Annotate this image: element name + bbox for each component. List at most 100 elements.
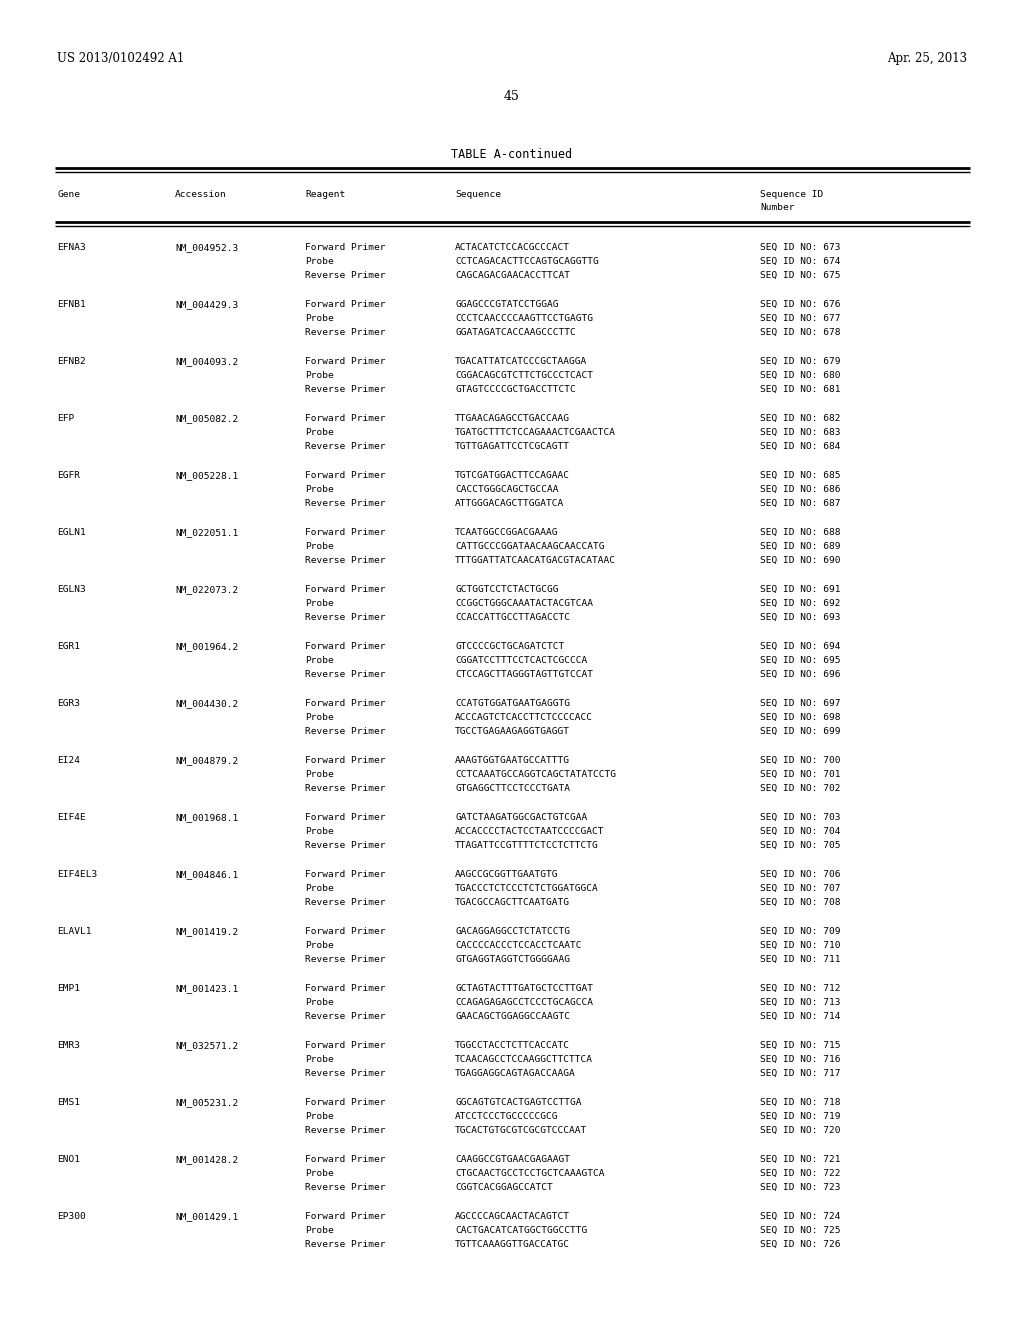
Text: EP300: EP300	[57, 1212, 86, 1221]
Text: SEQ ID NO: 693: SEQ ID NO: 693	[760, 612, 841, 622]
Text: Forward Primer: Forward Primer	[305, 471, 385, 480]
Text: AAGCCGCGGTTGAATGTG: AAGCCGCGGTTGAATGTG	[455, 870, 558, 879]
Text: Probe: Probe	[305, 484, 334, 494]
Text: Forward Primer: Forward Primer	[305, 756, 385, 766]
Text: Probe: Probe	[305, 998, 334, 1007]
Text: SEQ ID NO: 683: SEQ ID NO: 683	[760, 428, 841, 437]
Text: TCAACAGCCTCCAAGGCTTCTTCA: TCAACAGCCTCCAAGGCTTCTTCA	[455, 1055, 593, 1064]
Text: NM_001964.2: NM_001964.2	[175, 642, 239, 651]
Text: CATTGCCCGGATAACAAGCAACCATG: CATTGCCCGGATAACAAGCAACCATG	[455, 543, 604, 550]
Text: Forward Primer: Forward Primer	[305, 585, 385, 594]
Text: SEQ ID NO: 707: SEQ ID NO: 707	[760, 884, 841, 894]
Text: Probe: Probe	[305, 543, 334, 550]
Text: Reverse Primer: Reverse Primer	[305, 1126, 385, 1135]
Text: SEQ ID NO: 680: SEQ ID NO: 680	[760, 371, 841, 380]
Text: NM_004846.1: NM_004846.1	[175, 870, 239, 879]
Text: TTAGATTCCGTTTTCTCCTCTTCTG: TTAGATTCCGTTTTCTCCTCTTCTG	[455, 841, 599, 850]
Text: Reverse Primer: Reverse Primer	[305, 556, 385, 565]
Text: CACCCCACCCTCCACCTCAATC: CACCCCACCCTCCACCTCAATC	[455, 941, 582, 950]
Text: Reverse Primer: Reverse Primer	[305, 1069, 385, 1078]
Text: US 2013/0102492 A1: US 2013/0102492 A1	[57, 51, 184, 65]
Text: Forward Primer: Forward Primer	[305, 642, 385, 651]
Text: SEQ ID NO: 675: SEQ ID NO: 675	[760, 271, 841, 280]
Text: TGCACTGTGCGTCGCGTCCCAAT: TGCACTGTGCGTCGCGTCCCAAT	[455, 1126, 587, 1135]
Text: ELAVL1: ELAVL1	[57, 927, 91, 936]
Text: CCAGAGAGAGCCTCCCTGCAGCCA: CCAGAGAGAGCCTCCCTGCAGCCA	[455, 998, 593, 1007]
Text: CACCTGGGCAGCTGCCAA: CACCTGGGCAGCTGCCAA	[455, 484, 558, 494]
Text: Apr. 25, 2013: Apr. 25, 2013	[887, 51, 967, 65]
Text: GTGAGGCTTCCTCCCTGATA: GTGAGGCTTCCTCCCTGATA	[455, 784, 570, 793]
Text: EFNB1: EFNB1	[57, 300, 86, 309]
Text: ACCACCCCTACTCCTAATCCCCGACT: ACCACCCCTACTCCTAATCCCCGACT	[455, 828, 604, 836]
Text: SEQ ID NO: 698: SEQ ID NO: 698	[760, 713, 841, 722]
Text: EGLN1: EGLN1	[57, 528, 86, 537]
Text: Reverse Primer: Reverse Primer	[305, 671, 385, 678]
Text: SEQ ID NO: 725: SEQ ID NO: 725	[760, 1226, 841, 1236]
Text: SEQ ID NO: 703: SEQ ID NO: 703	[760, 813, 841, 822]
Text: Reverse Primer: Reverse Primer	[305, 1012, 385, 1020]
Text: SEQ ID NO: 722: SEQ ID NO: 722	[760, 1170, 841, 1177]
Text: NM_004430.2: NM_004430.2	[175, 700, 239, 708]
Text: Forward Primer: Forward Primer	[305, 700, 385, 708]
Text: SEQ ID NO: 718: SEQ ID NO: 718	[760, 1098, 841, 1107]
Text: Forward Primer: Forward Primer	[305, 983, 385, 993]
Text: Number: Number	[760, 203, 795, 213]
Text: Probe: Probe	[305, 941, 334, 950]
Text: Probe: Probe	[305, 1055, 334, 1064]
Text: Reverse Primer: Reverse Primer	[305, 1239, 385, 1249]
Text: Probe: Probe	[305, 1111, 334, 1121]
Text: SEQ ID NO: 723: SEQ ID NO: 723	[760, 1183, 841, 1192]
Text: NM_001419.2: NM_001419.2	[175, 927, 239, 936]
Text: SEQ ID NO: 706: SEQ ID NO: 706	[760, 870, 841, 879]
Text: Reverse Primer: Reverse Primer	[305, 841, 385, 850]
Text: GGAGCCCGTATCCTGGAG: GGAGCCCGTATCCTGGAG	[455, 300, 558, 309]
Text: SEQ ID NO: 701: SEQ ID NO: 701	[760, 770, 841, 779]
Text: Gene: Gene	[57, 190, 80, 199]
Text: SEQ ID NO: 726: SEQ ID NO: 726	[760, 1239, 841, 1249]
Text: Reverse Primer: Reverse Primer	[305, 784, 385, 793]
Text: SEQ ID NO: 690: SEQ ID NO: 690	[760, 556, 841, 565]
Text: SEQ ID NO: 673: SEQ ID NO: 673	[760, 243, 841, 252]
Text: SEQ ID NO: 689: SEQ ID NO: 689	[760, 543, 841, 550]
Text: TTGAACAGAGCCTGACCAAG: TTGAACAGAGCCTGACCAAG	[455, 414, 570, 422]
Text: TGACATTATCATCCCGCTAAGGA: TGACATTATCATCCCGCTAAGGA	[455, 356, 587, 366]
Text: SEQ ID NO: 712: SEQ ID NO: 712	[760, 983, 841, 993]
Text: CAGCAGACGAACACCTTCAT: CAGCAGACGAACACCTTCAT	[455, 271, 570, 280]
Text: Reverse Primer: Reverse Primer	[305, 954, 385, 964]
Text: SEQ ID NO: 714: SEQ ID NO: 714	[760, 1012, 841, 1020]
Text: SEQ ID NO: 687: SEQ ID NO: 687	[760, 499, 841, 508]
Text: TGTTCAAAGGTTGACCATGC: TGTTCAAAGGTTGACCATGC	[455, 1239, 570, 1249]
Text: SEQ ID NO: 679: SEQ ID NO: 679	[760, 356, 841, 366]
Text: Forward Primer: Forward Primer	[305, 1041, 385, 1049]
Text: Probe: Probe	[305, 371, 334, 380]
Text: Probe: Probe	[305, 1170, 334, 1177]
Text: CCCTCAACCCCAAGTTCCTGAGTG: CCCTCAACCCCAAGTTCCTGAGTG	[455, 314, 593, 323]
Text: Forward Primer: Forward Primer	[305, 813, 385, 822]
Text: SEQ ID NO: 700: SEQ ID NO: 700	[760, 756, 841, 766]
Text: NM_001429.1: NM_001429.1	[175, 1212, 239, 1221]
Text: Reagent: Reagent	[305, 190, 345, 199]
Text: TGACCCTCTCCCTCTCTGGATGGCA: TGACCCTCTCCCTCTCTGGATGGCA	[455, 884, 599, 894]
Text: Reverse Primer: Reverse Primer	[305, 898, 385, 907]
Text: SEQ ID NO: 724: SEQ ID NO: 724	[760, 1212, 841, 1221]
Text: Probe: Probe	[305, 257, 334, 267]
Text: SEQ ID NO: 704: SEQ ID NO: 704	[760, 828, 841, 836]
Text: SEQ ID NO: 711: SEQ ID NO: 711	[760, 954, 841, 964]
Text: SEQ ID NO: 694: SEQ ID NO: 694	[760, 642, 841, 651]
Text: NM_004879.2: NM_004879.2	[175, 756, 239, 766]
Text: CAAGGCCGTGAACGAGAAGT: CAAGGCCGTGAACGAGAAGT	[455, 1155, 570, 1164]
Text: Forward Primer: Forward Primer	[305, 528, 385, 537]
Text: SEQ ID NO: 697: SEQ ID NO: 697	[760, 700, 841, 708]
Text: SEQ ID NO: 710: SEQ ID NO: 710	[760, 941, 841, 950]
Text: GCTAGTACTTTGATGCTCCTTGAT: GCTAGTACTTTGATGCTCCTTGAT	[455, 983, 593, 993]
Text: Probe: Probe	[305, 770, 334, 779]
Text: Forward Primer: Forward Primer	[305, 1212, 385, 1221]
Text: TGTCGATGGACTTCCAGAAC: TGTCGATGGACTTCCAGAAC	[455, 471, 570, 480]
Text: EMP1: EMP1	[57, 983, 80, 993]
Text: SEQ ID NO: 721: SEQ ID NO: 721	[760, 1155, 841, 1164]
Text: Probe: Probe	[305, 428, 334, 437]
Text: SEQ ID NO: 685: SEQ ID NO: 685	[760, 471, 841, 480]
Text: NM_001428.2: NM_001428.2	[175, 1155, 239, 1164]
Text: CCATGTGGATGAATGAGGTG: CCATGTGGATGAATGAGGTG	[455, 700, 570, 708]
Text: NM_001423.1: NM_001423.1	[175, 983, 239, 993]
